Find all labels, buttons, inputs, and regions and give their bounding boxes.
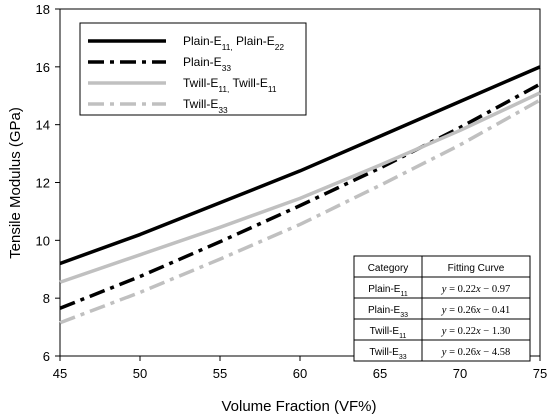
table-row-category: Twill-E33 [369,347,406,361]
table-row-equation: y = 0.22x − 1.30 [441,326,510,337]
legend: Plain-E11, Plain-E22 Plain-E33 Twill-E11, … [79,22,307,116]
legend-label: Twill-E11, Twill-E11 [183,76,277,94]
series-line-3 [59,91,541,284]
x-tick-label: 50 [133,366,147,381]
table-row-equation: y = 0.26x − 4.58 [441,347,510,358]
table-row-category: Plain-E11 [368,284,408,298]
x-tick-label: 65 [373,366,387,381]
table-frame [353,255,531,362]
y-axis-label: Tensile Modulus (GPa) [7,107,24,259]
x-tick-label: 75 [533,366,547,381]
y-tick-label: 10 [36,233,50,248]
table-header-category: Category [368,263,409,274]
series-line-1 [59,65,541,266]
series-layer [59,65,541,325]
y-tick-label: 16 [36,60,50,75]
table-row-equation: y = 0.26x − 0.41 [441,305,510,316]
fitting-curve-table: Category Fitting Curve Plain-E11 y = 0.22x … [353,255,531,362]
legend-box [79,22,307,116]
x-tick-label: 45 [53,366,67,381]
x-tick-label: 70 [453,366,467,381]
y-tick-label: 6 [43,349,50,364]
y-tick-label: 8 [43,291,50,306]
table-header-fitting-curve: Fitting Curve [448,263,505,274]
table-row-category: Twill-E11 [370,326,407,340]
table-row-equation: y = 0.22x − 0.97 [441,284,510,295]
y-tick-label: 18 [36,2,50,17]
legend-label: Plain-E33 [183,55,231,73]
x-axis-label: Volume Fraction (VF%) [221,398,376,415]
series-line-4 [59,98,541,325]
series-line-2 [59,82,541,310]
legend-label: Plain-E11, Plain-E22 [183,34,284,52]
axes: 45 50 55 60 65 70 75 6 8 10 12 14 16 18 [36,2,548,381]
y-tick-label: 12 [36,176,50,191]
legend-label: Twill-E33 [183,97,228,115]
y-tick-label: 14 [36,118,50,133]
x-tick-label: 55 [213,366,227,381]
table-row-category: Plain-E33 [368,305,408,319]
x-tick-label: 60 [293,366,307,381]
